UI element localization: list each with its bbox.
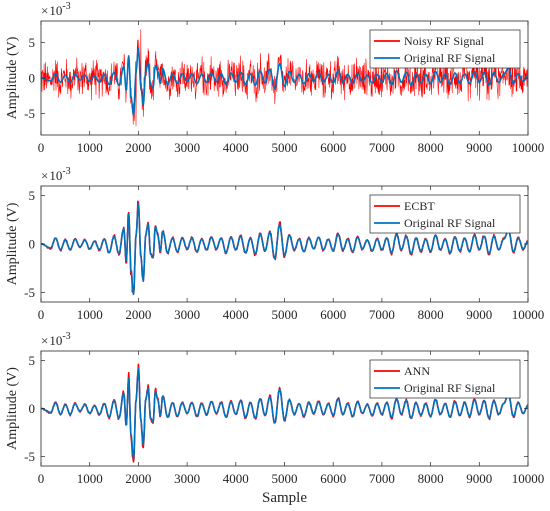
legend-box [369, 29, 521, 69]
x-tick-label: 6000 [320, 307, 346, 322]
legend: ECBT Original RF Signal [369, 194, 521, 234]
x-axis-label: Sample [262, 490, 307, 506]
y-axis-label: Amplitude (V) [5, 202, 20, 285]
y-tick-label: 0 [29, 401, 36, 416]
x-tick-label: 10000 [512, 471, 545, 486]
y-axis-label: Amplitude (V) [5, 367, 20, 450]
y-tick-label: -5 [24, 285, 35, 300]
y-exponent-label: ×10-3 [41, 166, 71, 183]
legend-label: ECBT [404, 199, 435, 213]
x-tick-label: 9000 [466, 307, 492, 322]
series-line-1 [41, 367, 528, 460]
y-exponent-label: ×10-3 [41, 1, 71, 18]
y-tick-label: -5 [24, 106, 35, 121]
y-tick-label: 0 [29, 71, 36, 86]
x-tick-label: 0 [38, 140, 45, 155]
legend-label: Original RF Signal [404, 51, 496, 65]
y-tick-label: 5 [29, 353, 36, 368]
x-tick-label: 2000 [125, 471, 151, 486]
x-tick-label: 0 [38, 471, 45, 486]
y-tick-label: 0 [29, 237, 36, 252]
series-line-0 [41, 29, 528, 126]
legend-box [369, 194, 521, 234]
panel-ann: 0 1000 2000 3000 4000 5000 6000 7000 8000 9000 100… [5, 331, 544, 506]
x-tick-label: 7000 [369, 307, 395, 322]
x-tick-label: 5000 [272, 471, 298, 486]
x-tick-label: 4000 [223, 307, 249, 322]
series-line-1 [41, 47, 528, 116]
y-exponent-label: ×10-3 [41, 331, 71, 348]
legend-label: ANN [404, 364, 430, 378]
legend: ANN Original RF Signal [369, 359, 521, 399]
y-tick-label: 5 [29, 35, 36, 50]
x-tick-label: 6000 [320, 140, 346, 155]
x-tick-label: 2000 [125, 307, 151, 322]
x-tick-label: 3000 [174, 471, 200, 486]
x-tick-label: 8000 [418, 471, 444, 486]
x-tick-label: 9000 [466, 471, 492, 486]
panel-noisy-signal: 0 1000 2000 3000 4000 5000 6000 7000 8000 9000 100… [5, 1, 544, 155]
legend-label: Original RF Signal [404, 216, 496, 230]
x-tick-label: 8000 [418, 307, 444, 322]
y-tick-label: -5 [24, 449, 35, 464]
x-tick-label: 0 [38, 307, 45, 322]
x-tick-label: 1000 [77, 471, 103, 486]
y-tick-label: 5 [29, 188, 36, 203]
x-tick-label: 7000 [369, 471, 395, 486]
legend-label: Original RF Signal [404, 381, 496, 395]
x-tick-label: 9000 [466, 140, 492, 155]
x-tick-label: 2000 [125, 140, 151, 155]
x-tick-label: 5000 [272, 307, 298, 322]
y-axis-label: Amplitude (V) [5, 36, 20, 119]
x-tick-label: 3000 [174, 140, 200, 155]
x-tick-label: 1000 [77, 307, 103, 322]
legend-box [369, 359, 521, 399]
series-line-1 [41, 202, 528, 296]
x-tick-label: 7000 [369, 140, 395, 155]
x-tick-label: 6000 [320, 471, 346, 486]
x-tick-label: 10000 [512, 140, 545, 155]
x-tick-label: 10000 [512, 307, 545, 322]
x-tick-label: 4000 [223, 471, 249, 486]
legend: Noisy RF Signal Original RF Signal [369, 29, 521, 69]
x-tick-label: 1000 [77, 140, 103, 155]
x-tick-label: 4000 [223, 140, 249, 155]
x-tick-label: 5000 [272, 140, 298, 155]
x-tick-label: 8000 [418, 140, 444, 155]
panel-ecbt: 0 1000 2000 3000 4000 5000 6000 7000 8000 9000 100… [5, 166, 544, 322]
x-tick-label: 3000 [174, 307, 200, 322]
legend-label: Noisy RF Signal [404, 34, 485, 48]
